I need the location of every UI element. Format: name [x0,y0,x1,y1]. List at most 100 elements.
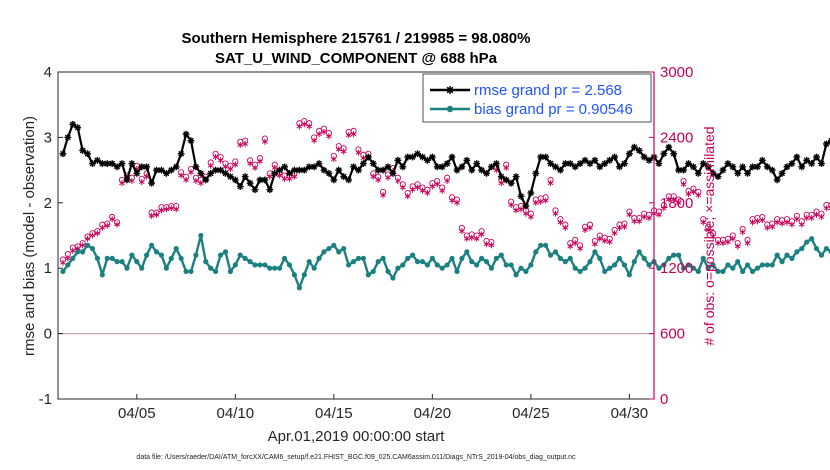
bias-point [587,259,593,265]
rmse-point [532,169,540,177]
bias-point [301,272,307,278]
bias-point [336,249,342,255]
y-axis-left: -1 0 1 2 3 4 [39,64,63,408]
obs-assimilated-point [321,128,327,135]
obs-assimilated-point [764,224,771,231]
bias-point [104,255,110,261]
bias-point [754,265,761,271]
bias-point [134,259,140,265]
obs-assimilated-point [444,178,450,184]
obs-assimilated-point [656,211,662,218]
rmse-point [734,169,742,177]
obs-assimilated-point [754,218,761,225]
bias-point [690,265,697,271]
y-axis-right-label: # of obs: o=possible; ×=assimilated [701,126,717,345]
rmse-point [660,150,668,158]
obs-assimilated-point [690,188,697,195]
bias-point [75,249,81,255]
obs-assimilated-point [350,131,357,138]
bias-point [818,252,825,258]
bias-point [725,262,731,268]
bias-point [636,249,642,255]
rmse-point [547,160,554,167]
bias-point [474,262,480,268]
obs-assimilated-point [271,164,278,171]
rmse-point [478,166,486,174]
y-tick-label: 1 [44,260,52,277]
bias-point [80,249,86,255]
obs-assimilated-point [262,138,268,145]
obs-assimilated-point [646,215,652,222]
rmse-point [645,156,653,164]
bias-point [227,268,233,275]
rmse-point [458,163,466,171]
bias-point [730,265,736,271]
rmse-point [507,179,515,187]
bias-point [508,262,514,268]
obs-assimilated-point [606,239,613,246]
bias-point [769,262,775,268]
bias-point [676,252,682,258]
obs-assimilated-point [301,121,308,128]
bias-point [562,259,568,265]
obs-assimilated-point [562,224,569,231]
y-axis-right: 0 600 1200 1800 2400 3000 [649,64,693,408]
rmse-point [453,166,461,174]
obs-assimilated-point [528,213,534,220]
rmse-point [758,156,766,164]
obs-assimilated-point [473,235,480,242]
rmse-point [773,176,781,184]
bias-point [272,265,278,271]
obs-assimilated-point [823,205,830,212]
y-right-tick-label: 1200 [660,260,693,277]
obs-assimilated-point [178,172,184,179]
bias-point [84,242,91,248]
obs-assimilated-point [345,132,352,139]
obs-assimilated-point [217,157,224,164]
obs-assimilated-point [759,217,766,224]
bias-point [316,255,322,261]
rmse-point [266,186,274,194]
obs-assimilated-point [749,219,756,226]
rmse-point [384,163,392,171]
obs-assimilated-point [158,207,165,214]
obs-assimilated-point [483,241,490,248]
plot-area [58,72,654,399]
obs-assimilated-point [616,224,623,231]
obs-assimilated-point [478,231,485,238]
bias-point [89,245,96,252]
obs-assimilated-point [183,176,189,183]
rmse-point [325,169,333,177]
rmse-point [419,153,426,161]
bias-point [99,272,105,278]
rmse-point [305,163,313,171]
obs-assimilated-point [670,196,677,203]
bias-point [503,262,509,268]
bias-point [70,255,76,261]
bias-point [247,259,253,265]
rmse-point [744,169,751,177]
obs-assimilated-point [463,235,470,242]
rmse-point [438,163,446,171]
x-axis: 04/05 04/10 04/15 04/20 04/25 04/30 [118,394,648,422]
y-tick-label: 0 [44,326,52,343]
obs-assimilated-point [281,175,288,182]
rmse-point [591,156,599,164]
y-tick-label: 2 [44,195,52,212]
bias-point [281,255,288,261]
rmse-point [818,160,825,167]
rmse-point [601,160,609,167]
obs-assimilated-point [99,224,106,231]
obs-assimilated-point [680,181,687,188]
rmse-point [300,166,308,174]
obs-assimilated-point [114,221,120,228]
obs-assimilated-point [601,237,608,244]
bias-point [749,268,756,275]
obs-assimilated-point [370,173,377,180]
bias-point [592,249,598,255]
bias-point [346,262,352,268]
rmse-point [517,192,525,200]
obs-assimilated-point [212,154,219,161]
obs-assimilated-point [508,201,515,208]
rmse-point [502,176,510,184]
